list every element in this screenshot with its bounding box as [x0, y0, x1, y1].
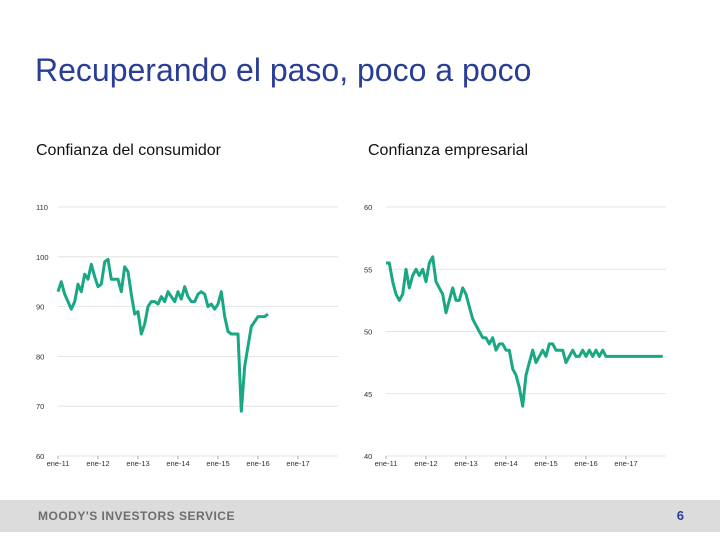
page-number: 6	[676, 508, 684, 523]
y-tick-label: 110	[36, 203, 48, 212]
x-tick-label: ene-16	[574, 459, 597, 468]
y-tick-label: 45	[364, 390, 372, 399]
x-tick-label: ene-16	[246, 459, 269, 468]
y-tick-label: 100	[36, 253, 49, 262]
business-confidence-chart: 40 45 50 55 60 ene-11 ene-12 ene-13 ene-14 ene-15…	[364, 203, 666, 468]
x-tick-label: ene-11	[47, 459, 70, 468]
x-tick-label: ene-17	[286, 459, 309, 468]
y-tick-label: 70	[36, 402, 44, 411]
brand-logo: MOODY'S INVESTORS SERVICE	[38, 509, 235, 523]
x-tick-label: ene-12	[86, 459, 109, 468]
x-tick-label: ene-13	[126, 459, 149, 468]
x-tick-label: ene-15	[534, 459, 557, 468]
x-tick-label: ene-11	[375, 459, 398, 468]
chart-title-business: Confianza empresarial	[368, 142, 529, 159]
y-tick-label: 60	[36, 452, 44, 461]
consumer-confidence-chart: 60 70 80 90 100 110 ene-11 ene-12 ene-13 ene-14 en…	[36, 203, 338, 468]
chart-title-consumer: Confianza del consumidor	[36, 142, 221, 159]
x-tick-label: ene-13	[454, 459, 477, 468]
series-line	[386, 255, 663, 408]
x-tick-label: ene-15	[206, 459, 229, 468]
y-tick-label: 60	[364, 203, 372, 212]
y-tick-label: 90	[36, 303, 44, 312]
footer-bar: MOODY'S INVESTORS SERVICE 6	[0, 500, 720, 532]
y-tick-label: 40	[364, 452, 372, 461]
x-tick-label: ene-17	[614, 459, 637, 468]
y-tick-label: 80	[36, 352, 44, 361]
x-tick-label: ene-12	[414, 459, 437, 468]
slide-title: Recuperando el paso, poco a poco	[35, 52, 532, 88]
series-line	[56, 257, 269, 413]
x-tick-label: ene-14	[494, 459, 517, 468]
y-tick-label: 50	[364, 328, 372, 337]
x-tick-label: ene-14	[166, 459, 189, 468]
y-tick-label: 55	[364, 265, 372, 274]
